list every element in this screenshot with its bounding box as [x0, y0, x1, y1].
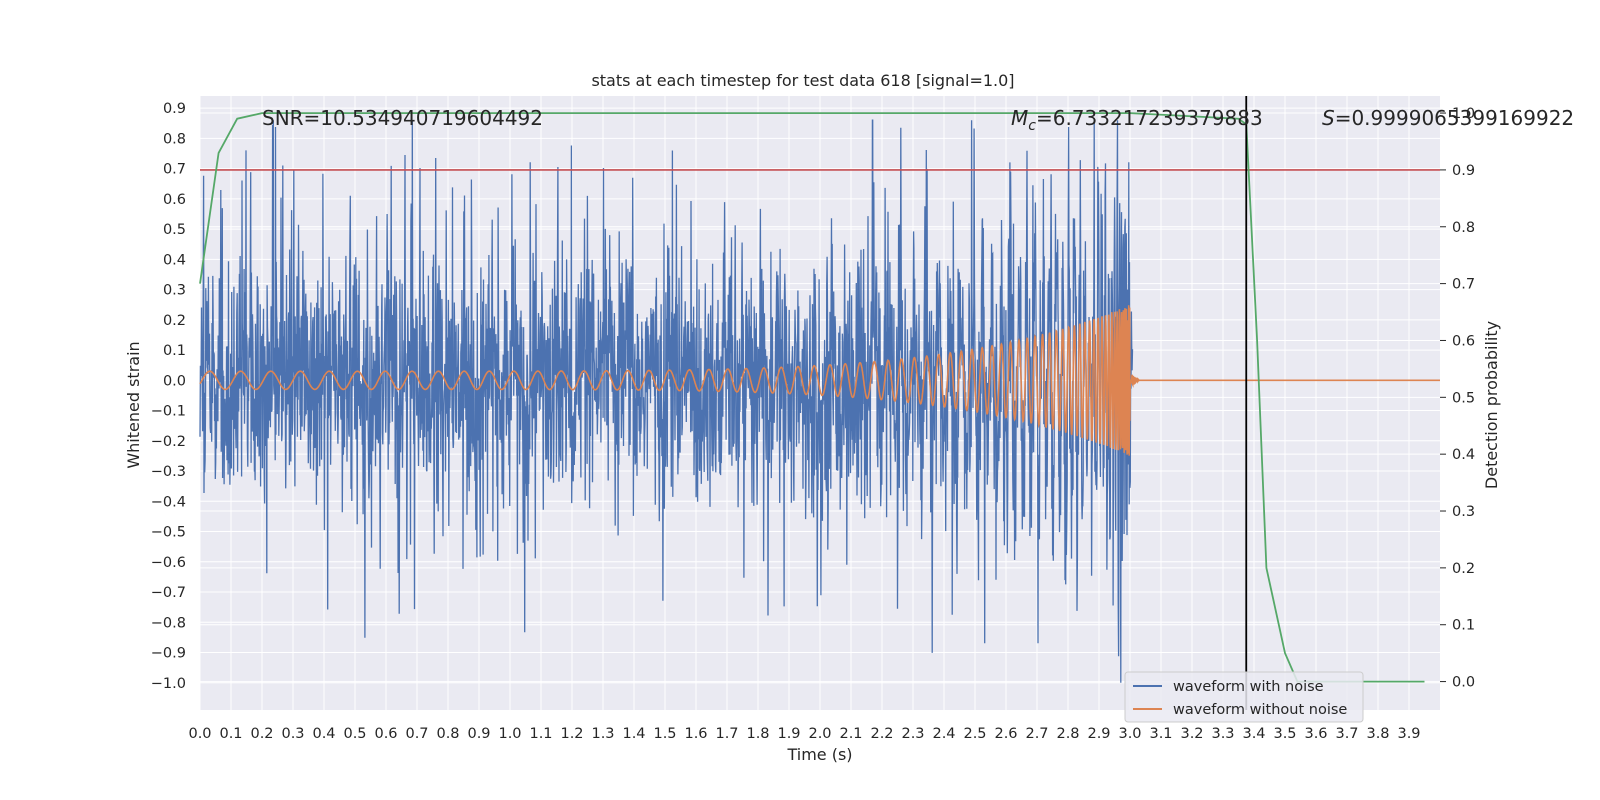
y-tick-label: 0.6: [163, 192, 186, 208]
x-tick-label: 2.1: [839, 726, 862, 742]
y2-tick-label: 0.3: [1452, 504, 1475, 520]
x-tick-label: 0.4: [312, 726, 335, 742]
y-axis-label: Whitened strain: [124, 341, 143, 468]
y-tick-label: −0.2: [151, 434, 186, 450]
x-tick-label: 2.6: [994, 726, 1017, 742]
x-tick-label: 1.6: [684, 726, 707, 742]
x-tick-label: 3.8: [1366, 726, 1389, 742]
series-waveform-without-noise: [199, 305, 1440, 456]
x-tick-label: 1.2: [560, 726, 583, 742]
x-tick-label: 2.0: [808, 726, 831, 742]
y2-tick-label: 0.5: [1452, 390, 1475, 406]
x-tick-label: 3.0: [1118, 726, 1141, 742]
chirp-mass-subscript: c: [1028, 118, 1036, 134]
y-tick-label: 0.8: [163, 131, 186, 147]
x-tick-label: 0.6: [374, 726, 397, 742]
y2-tick-label: 0.4: [1452, 447, 1475, 463]
y2-tick-label: 0.9: [1452, 163, 1475, 179]
y2-axis-label: Detection probability: [1482, 321, 1501, 489]
x-tick-label: 0.1: [219, 726, 242, 742]
y-tick-label: 0.0: [163, 373, 186, 389]
y-tick-label: 0.5: [163, 222, 186, 238]
x-axis-label: Time (s): [786, 745, 852, 764]
y-tick-label: 0.4: [163, 252, 186, 268]
x-tick-label: 2.8: [1056, 726, 1079, 742]
x-tick-label: 3.7: [1335, 726, 1358, 742]
legend-label: waveform without noise: [1173, 702, 1347, 718]
y-tick-label: −1.0: [151, 676, 186, 692]
y2-tick-label: 0.0: [1452, 675, 1475, 691]
y-tick-label: −0.9: [151, 646, 186, 662]
x-tick-label: 3.2: [1180, 726, 1203, 742]
series-detection-probability: [199, 112, 1425, 683]
x-tick-label: 0.7: [405, 726, 428, 742]
x-tick-label: 0.2: [250, 726, 273, 742]
x-tick-label: 1.1: [529, 726, 552, 742]
y2-tick-label: 0.7: [1452, 277, 1475, 293]
x-tick-label: 1.3: [591, 726, 614, 742]
chirp-mass-symbol: M: [1011, 106, 1028, 130]
x-tick-label: 0.3: [281, 726, 304, 742]
y2-tick-label: 0.2: [1452, 561, 1475, 577]
y-tick-label: 0.7: [163, 162, 186, 178]
y-tick-label: −0.1: [151, 404, 186, 420]
x-tick-label: 2.2: [870, 726, 893, 742]
x-tick-label: 1.8: [746, 726, 769, 742]
x-tick-label: 2.3: [901, 726, 924, 742]
legend-box: [1124, 671, 1364, 723]
x-tick-label: 3.9: [1397, 726, 1420, 742]
y2-tick-label: 0.1: [1452, 618, 1475, 634]
x-tick-label: 3.3: [1211, 726, 1234, 742]
x-tick-label: 2.9: [1087, 726, 1110, 742]
score-value: =0.9999065399169922: [1335, 106, 1574, 130]
x-tick-label: 0.5: [343, 726, 366, 742]
x-tick-label: 2.4: [932, 726, 955, 742]
chart-title: stats at each timestep for test data 618…: [591, 71, 1014, 90]
y2-tick-label: 1.0: [1452, 106, 1475, 122]
y-tick-label: −0.5: [151, 525, 186, 541]
x-tick-label: 1.4: [622, 726, 645, 742]
y-tick-label: −0.3: [151, 464, 186, 480]
x-tick-label: 1.5: [653, 726, 676, 742]
x-tick-label: 3.6: [1304, 726, 1327, 742]
score-symbol: S: [1322, 106, 1335, 130]
x-tick-label: 3.1: [1149, 726, 1172, 742]
x-tick-label: 1.9: [777, 726, 800, 742]
y-tick-label: −0.4: [151, 494, 186, 510]
x-tick-label: 3.5: [1273, 726, 1296, 742]
legend-label: waveform with noise: [1173, 679, 1324, 695]
y-tick-label: 0.9: [163, 101, 186, 117]
x-tick-label: 0.8: [436, 726, 459, 742]
score-annotation: S=0.9999065399169922: [1322, 106, 1574, 130]
y-tick-label: 0.2: [163, 313, 186, 329]
x-tick-label: 0.0: [188, 726, 211, 742]
snr-annotation: SNR=10.534940719604492: [262, 106, 543, 130]
x-tick-label: 2.7: [1025, 726, 1048, 742]
y-tick-label: −0.8: [151, 615, 186, 631]
series-waveform-with-noise: [199, 119, 1134, 683]
x-tick-label: 3.4: [1242, 726, 1265, 742]
chirp-mass-value: =6.733217239379883: [1036, 106, 1263, 130]
x-tick-label: 1.0: [498, 726, 521, 742]
x-tick-label: 0.9: [467, 726, 490, 742]
x-tick-label: 2.5: [963, 726, 986, 742]
x-tick-label: 1.7: [715, 726, 738, 742]
y-tick-label: 0.3: [163, 283, 186, 299]
y-tick-label: −0.7: [151, 585, 186, 601]
y-tick-label: −0.6: [151, 555, 186, 571]
y-tick-label: 0.1: [163, 343, 186, 359]
y2-tick-label: 0.8: [1452, 220, 1475, 236]
y2-tick-label: 0.6: [1452, 333, 1475, 349]
chirp-mass-annotation: Mc=6.733217239379883: [1011, 106, 1263, 134]
